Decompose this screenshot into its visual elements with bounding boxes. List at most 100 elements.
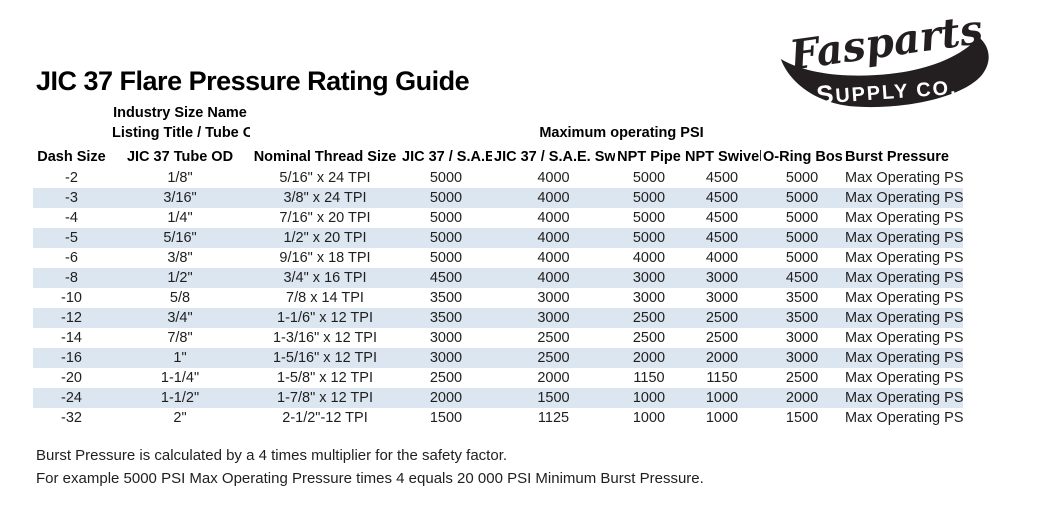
table-cell: 3/4" x 16 TPI (250, 268, 400, 288)
table-cell: 3500 (429, 290, 463, 306)
table-cell: 3000 (615, 268, 683, 288)
table-cell: 5/8 (169, 290, 191, 306)
group-header-row-1: Industry Size Name (33, 103, 963, 123)
table-cell: 4000 (492, 228, 615, 248)
dash-size-cell: -4 (65, 210, 78, 226)
table-cell: 2000 (761, 388, 844, 408)
table-cell: 7/8 x 14 TPI (286, 290, 364, 306)
table-cell: 5000 (761, 228, 844, 248)
table-cell: 4000 (632, 250, 666, 266)
table-header: Industry Size Name Listing Title / Tube … (33, 103, 963, 168)
table-cell: 2500 (785, 370, 819, 386)
fasparts-logo: Fasparts SUPPLY CO. (780, 5, 989, 110)
table-cell: 2500 (683, 308, 761, 328)
table-cell: 1/2" (110, 268, 250, 288)
table-cell: 1000 (632, 410, 666, 426)
table-row: -32 2" 2-1/2"-12 TPI 1500 1125 1000 1000 1500 Ma… (33, 408, 963, 428)
table-cell: 3000 (785, 330, 819, 346)
max-operating-psi-header: Maximum operating PSI (539, 125, 704, 141)
burst-pressure-cell: Max Operating PSI x 4 (845, 170, 964, 186)
table-cell: 7/8" (167, 330, 193, 346)
burst-pressure-cell: Max Operating PSI x 4 (843, 388, 964, 408)
table-cell: 2000 (615, 348, 683, 368)
dash-size-cell: -5 (33, 228, 110, 248)
table-cell: 5000 (429, 210, 463, 226)
dash-size-cell: -10 (61, 290, 82, 306)
table-row: -24 1-1/2" 1-7/8" x 12 TPI 2000 1500 1000 1000… (33, 388, 964, 408)
burst-pressure-cell: Max Operating PSI x 4 (843, 228, 964, 248)
col-header-npt-pipe: NPT Pipe (617, 149, 681, 165)
table-cell: 5000 (400, 228, 492, 248)
table-cell: 5000 (785, 210, 819, 226)
dash-size-cell: -20 (61, 370, 82, 386)
table-row: -6 3/8" 9/16" x 18 TPI 5000 4000 4000 4000 5000… (33, 248, 963, 268)
table-cell: 5000 (429, 170, 463, 186)
table-cell: 4000 (537, 210, 570, 226)
burst-pressure-cell: Max Operating PSI x 4 (845, 410, 964, 426)
table-row: -10 5/8 7/8 x 14 TPI 3500 3000 3000 3000 3500 Ma… (33, 288, 963, 308)
table-cell: 2500 (615, 308, 683, 328)
dash-size-cell: -8 (33, 268, 110, 288)
table-row: -16 1" 1-5/16" x 12 TPI 3000 2500 2000 2000 300… (33, 348, 964, 368)
table-cell: 1" (110, 348, 250, 368)
table-cell: 5000 (615, 228, 683, 248)
table-cell: 1-7/8" x 12 TPI (250, 388, 400, 408)
table-row: -4 1/4" 7/16" x 20 TPI 5000 4000 5000 4500 5000… (33, 208, 963, 228)
table-cell: 3500 (400, 308, 492, 328)
table-cell: 5000 (785, 250, 819, 266)
col-header-jic37-sae-swivel: JIC 37 / S.A.E. Swivel (494, 149, 615, 165)
table-cell: 1-1/6" x 12 TPI (250, 308, 400, 328)
table-cell: 3000 (683, 268, 761, 288)
table-cell: 1150 (633, 370, 665, 386)
table-cell: 3000 (429, 330, 463, 346)
table-cell: 2500 (537, 330, 570, 346)
col-header-nominal-thread-size: Nominal Thread Size (253, 149, 397, 165)
table-cell: 9/16" x 18 TPI (279, 250, 371, 266)
dash-size-cell: -2 (65, 170, 78, 186)
table-cell: 3/8" (167, 250, 193, 266)
table-cell: 3000 (400, 348, 492, 368)
table-row: -3 3/16" 3/8" x 24 TPI 5000 4000 5000 4500 5000… (33, 188, 964, 208)
table-cell: 2000 (537, 370, 570, 386)
table-cell: 5000 (615, 188, 683, 208)
burst-pressure-cell: Max Operating PSI x 4 (845, 330, 964, 346)
table-cell: 5000 (632, 170, 666, 186)
table-cell: 1000 (683, 388, 761, 408)
table-cell: 3000 (492, 308, 615, 328)
table-cell: 1-5/16" x 12 TPI (250, 348, 400, 368)
table-cell: 5000 (761, 188, 844, 208)
burst-pressure-cell: Max Operating PSI x 4 (843, 188, 964, 208)
rating-table-container: Industry Size Name Listing Title / Tube … (33, 103, 964, 428)
dash-size-cell: -6 (65, 250, 78, 266)
table-cell: 2000 (683, 348, 761, 368)
table-cell: 5000 (400, 188, 492, 208)
table-cell: 4000 (492, 268, 615, 288)
dash-size-cell: -12 (33, 308, 110, 328)
table-cell: 3000 (537, 290, 570, 306)
table-cell: 1500 (492, 388, 615, 408)
table-cell: 5000 (785, 170, 819, 186)
table-row: -20 1-1/4" 1-5/8" x 12 TPI 2500 2000 1150 1150… (33, 368, 963, 388)
table-cell: 5000 (429, 250, 463, 266)
page-title: JIC 37 Flare Pressure Rating Guide (36, 66, 470, 96)
table-cell: 2500 (705, 330, 739, 346)
table-cell: 4500 (761, 268, 844, 288)
col-header-npt-swivel: NPT Swivel (685, 149, 761, 165)
dash-size-cell: -32 (61, 410, 82, 426)
table-cell: 7/16" x 20 TPI (279, 210, 371, 226)
table-row: -14 7/8" 1-3/16" x 12 TPI 3000 2500 2500 2500 3… (33, 328, 963, 348)
table-cell: 4500 (683, 188, 761, 208)
column-header-row: Dash Size JIC 37 Tube OD Nominal Thread … (33, 143, 963, 168)
table-cell: 2" (173, 410, 187, 426)
listing-title-header: Listing Title / Tube OD (112, 125, 250, 141)
table-cell: 3/8" x 24 TPI (250, 188, 400, 208)
table-cell: 4500 (400, 268, 492, 288)
footnote-line-2: For example 5000 PSI Max Operating Press… (36, 470, 704, 487)
col-header-o-ring-boss: O-Ring Boss (763, 149, 844, 165)
col-header-burst-pressure: Burst Pressure (845, 149, 949, 165)
table-cell: 1/8" (167, 170, 193, 186)
burst-pressure-cell: Max Operating PSI x 4 (843, 348, 964, 368)
table-cell: 3/16" (110, 188, 250, 208)
table-cell: 3000 (761, 348, 844, 368)
footnotes: Burst Pressure is calculated by a 4 time… (36, 444, 704, 490)
